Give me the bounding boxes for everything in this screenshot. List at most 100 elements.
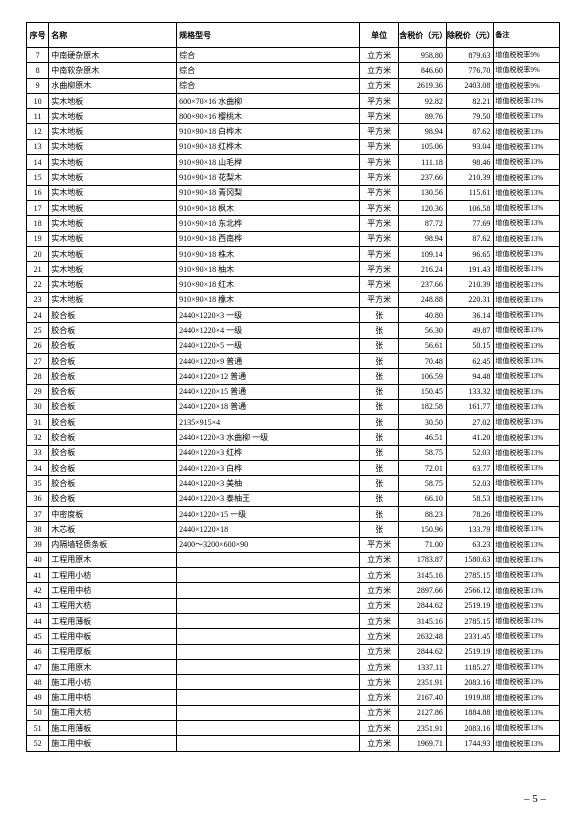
td-spec [177, 568, 360, 583]
td-note: 增值税税率13% [494, 292, 560, 307]
td-note: 增值税税率13% [494, 476, 560, 491]
td-unit: 立方米 [360, 568, 399, 583]
td-note: 增值税税率13% [494, 262, 560, 277]
td-seq: 40 [27, 552, 49, 567]
td-unit: 张 [360, 369, 399, 384]
td-p1: 106.59 [399, 369, 447, 384]
td-note: 增值税税率13% [494, 461, 560, 476]
td-p2: 191.43 [446, 262, 494, 277]
table-row: 40工程用原木立方米1783.871580.63增值税税率13% [27, 552, 560, 567]
td-seq: 41 [27, 568, 49, 583]
td-unit: 平方米 [360, 292, 399, 307]
td-spec [177, 629, 360, 644]
td-p1: 87.72 [399, 216, 447, 231]
td-p2: 62.45 [446, 353, 494, 368]
td-p2: 210.39 [446, 277, 494, 292]
td-unit: 平方米 [360, 185, 399, 200]
td-unit: 立方米 [360, 705, 399, 720]
td-name: 施工用小枋 [49, 675, 177, 690]
td-p1: 98.94 [399, 124, 447, 139]
td-p1: 2619.36 [399, 78, 447, 93]
td-seq: 17 [27, 200, 49, 215]
td-seq: 18 [27, 216, 49, 231]
td-seq: 20 [27, 246, 49, 261]
td-p1: 120.36 [399, 200, 447, 215]
td-note: 增值税税率13% [494, 690, 560, 705]
table-row: 11实木地板800×90×16 樱桃木平方米89.7679.50增值税税率13% [27, 109, 560, 124]
td-unit: 平方米 [360, 231, 399, 246]
td-p2: 133.79 [446, 522, 494, 537]
td-p1: 46.51 [399, 430, 447, 445]
td-seq: 12 [27, 124, 49, 139]
td-unit: 立方米 [360, 644, 399, 659]
td-note: 增值税税率13% [494, 705, 560, 720]
td-seq: 42 [27, 583, 49, 598]
td-p2: 1919.88 [446, 690, 494, 705]
td-p1: 72.01 [399, 461, 447, 476]
td-spec [177, 583, 360, 598]
table-row: 45工程用中板立方米2632.482331.45增值税税率13% [27, 629, 560, 644]
td-note: 增值税税率13% [494, 93, 560, 108]
table-row: 19实木地板910×90×18 西南桦平方米98.9487.62增值税税率13% [27, 231, 560, 246]
td-seq: 45 [27, 629, 49, 644]
td-spec: 910×90×18 山毛榉 [177, 155, 360, 170]
td-unit: 立方米 [360, 48, 399, 63]
td-spec [177, 659, 360, 674]
td-unit: 立方米 [360, 552, 399, 567]
td-note: 增值税税率13% [494, 109, 560, 124]
td-unit: 张 [360, 338, 399, 353]
td-name: 工程用大枋 [49, 598, 177, 613]
td-note: 增值税税率9% [494, 78, 560, 93]
td-seq: 44 [27, 613, 49, 628]
td-p2: 2519.19 [446, 644, 494, 659]
td-unit: 立方米 [360, 63, 399, 78]
td-name: 胶合板 [49, 430, 177, 445]
td-unit: 立方米 [360, 598, 399, 613]
td-p1: 30.50 [399, 415, 447, 430]
page-footer: – 5 – [524, 793, 546, 805]
td-seq: 34 [27, 461, 49, 476]
table-row: 24胶合板2440×1220×3 一级张40.8036.14增值税税率13% [27, 308, 560, 323]
table-row: 28胶合板2440×1220×12 普通张106.5994.48增值税税率13% [27, 369, 560, 384]
td-note: 增值税税率13% [494, 644, 560, 659]
td-name: 实木地板 [49, 246, 177, 261]
table-row: 44工程用薄板立方米3145.162785.15增值税税率13% [27, 613, 560, 628]
td-note: 增值税税率13% [494, 200, 560, 215]
td-p2: 2331.45 [446, 629, 494, 644]
td-p1: 2127.86 [399, 705, 447, 720]
th-p2: 除税价（元） [446, 23, 494, 48]
td-p2: 2785.15 [446, 613, 494, 628]
td-name: 中密度板 [49, 506, 177, 521]
td-p1: 846.60 [399, 63, 447, 78]
td-seq: 19 [27, 231, 49, 246]
td-note: 增值税税率13% [494, 629, 560, 644]
td-seq: 51 [27, 721, 49, 736]
table-row: 50施工用大枋立方米2127.861884.88增值税税率13% [27, 705, 560, 720]
td-note: 增值税税率13% [494, 522, 560, 537]
td-spec: 2440×1220×15 普通 [177, 384, 360, 399]
td-p2: 776.70 [446, 63, 494, 78]
table-row: 27胶合板2440×1220×9 普通张70.4862.45增值税税率13% [27, 353, 560, 368]
td-note: 增值税税率13% [494, 353, 560, 368]
table-row: 12实木地板910×90×18 白桦木平方米98.9487.62增值税税率13% [27, 124, 560, 139]
td-seq: 32 [27, 430, 49, 445]
td-seq: 39 [27, 537, 49, 552]
td-p2: 50.15 [446, 338, 494, 353]
td-spec: 2440×1220×4 一级 [177, 323, 360, 338]
table-row: 16实木地板910×90×18 青冈梨平方米130.56115.61增值税税率1… [27, 185, 560, 200]
td-spec: 2440×1220×3 一级 [177, 308, 360, 323]
td-seq: 29 [27, 384, 49, 399]
td-unit: 张 [360, 461, 399, 476]
td-spec: 910×90×18 花梨木 [177, 170, 360, 185]
td-name: 胶合板 [49, 399, 177, 414]
table-row: 13实木地板910×90×18 红桦木平方米105.0693.04增值税税率13… [27, 139, 560, 154]
td-name: 胶合板 [49, 461, 177, 476]
td-p1: 2351.91 [399, 721, 447, 736]
td-seq: 23 [27, 292, 49, 307]
td-p1: 182.58 [399, 399, 447, 414]
table-row: 49施工用中枋立方米2167.401919.88增值税税率13% [27, 690, 560, 705]
td-spec: 2440×1220×18 [177, 522, 360, 537]
td-p1: 66.10 [399, 491, 447, 506]
td-p1: 1337.11 [399, 659, 447, 674]
td-unit: 张 [360, 491, 399, 506]
